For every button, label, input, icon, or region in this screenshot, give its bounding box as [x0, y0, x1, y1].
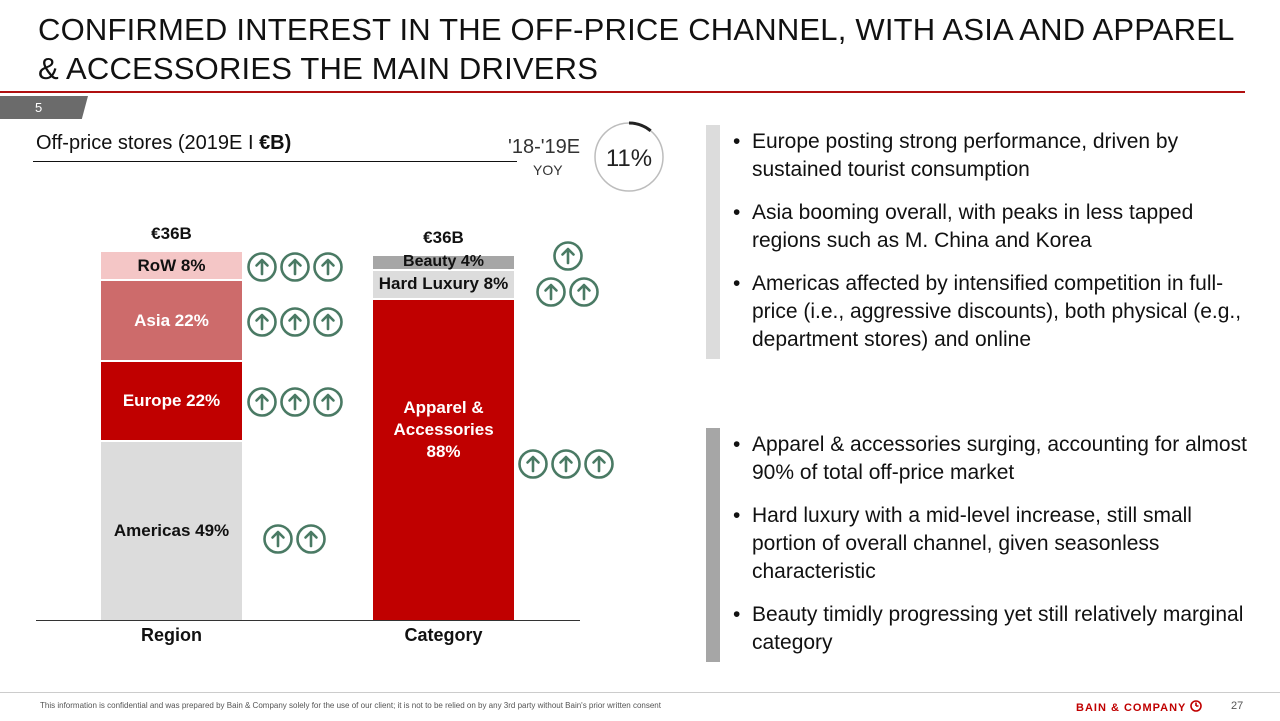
x-axis-category-label: Region — [141, 625, 202, 645]
growth-arrow-icon — [247, 306, 277, 337]
growth-arrow-icon — [247, 386, 277, 417]
growth-arrow-icon — [569, 277, 599, 307]
title-divider — [0, 91, 1245, 93]
category-insight-bullet: Apparel & accessories surging, accountin… — [733, 431, 1253, 487]
segment-label: Asia 22% — [134, 310, 209, 330]
region-insight-bullet: Asia booming overall, with peaks in less… — [733, 199, 1253, 255]
growth-arrow-icon — [313, 306, 343, 337]
growth-arrow-icon — [313, 386, 343, 417]
region-insights-list: Europe posting strong performance, drive… — [733, 128, 1253, 369]
brand-mark-icon — [1190, 700, 1203, 712]
segment-label: Americas 49% — [113, 520, 230, 540]
yoy-period-label: '18-'19E — [508, 136, 581, 158]
chart-title-text: Off-price stores (2019E I — [36, 132, 260, 154]
segment-label: RoW 8% — [137, 255, 206, 275]
slide-title: CONFIRMED INTEREST IN THE OFF-PRICE CHAN… — [38, 12, 1234, 86]
yoy-growth-gauge: 11% — [594, 121, 664, 192]
callout-bar-category — [706, 428, 720, 662]
brand-logo: BAIN & COMPANY — [1076, 700, 1203, 714]
section-tab: 5 — [0, 96, 88, 119]
page-number: 27 — [1231, 700, 1244, 712]
chart-title-underline — [33, 161, 517, 162]
bar-segment-row: RoW 8% — [101, 252, 242, 282]
segment-label: Hard Luxury 8% — [378, 274, 509, 294]
growth-arrow-icon — [584, 449, 614, 479]
growth-arrow-icon — [536, 277, 566, 307]
segment-label: Europe 22% — [122, 390, 221, 410]
growth-arrow-icon — [551, 449, 581, 479]
bar-segment-europe: Europe 22% — [101, 361, 242, 442]
confidentiality-disclaimer: This information is confidential and was… — [40, 701, 661, 710]
growth-arrow-icon — [263, 524, 293, 554]
yoy-sub-label: YOY — [533, 162, 563, 178]
growth-arrow-icon — [247, 252, 277, 282]
bar-segment-hard-luxury: Hard Luxury 8% — [373, 270, 514, 300]
growth-arrow-icon — [313, 252, 343, 282]
segment-label: Apparel & Accessories 88% — [393, 397, 494, 461]
region-insight-bullet: Europe posting strong performance, drive… — [733, 128, 1253, 184]
category-insight-bullet: Hard luxury with a mid-level increase, s… — [733, 502, 1253, 586]
growth-arrow-icon — [280, 386, 310, 417]
brand-name: BAIN & COMPANY — [1076, 702, 1187, 714]
growth-arrow-icon — [553, 241, 583, 271]
yoy-value: 11% — [606, 145, 652, 172]
footer-divider — [0, 692, 1280, 693]
segment-label: Beauty 4% — [403, 253, 484, 271]
callout-bar-region — [706, 125, 720, 359]
bar-segment-americas: Americas 49% — [101, 441, 242, 620]
section-number: 5 — [35, 100, 43, 115]
bar-total-label: €36B — [423, 228, 464, 247]
category-insight-bullet: Beauty timidly progressing yet still rel… — [733, 601, 1253, 657]
growth-arrow-icon — [280, 252, 310, 282]
chart-title: Off-price stores (2019E I €B) — [36, 132, 291, 155]
x-axis-category-label: Category — [404, 625, 483, 645]
category-insights-list: Apparel & accessories surging, accountin… — [733, 431, 1253, 672]
growth-arrow-icon — [518, 449, 548, 479]
gauge-progress-arc — [628, 121, 652, 133]
bar-segment-apparel-accessories: Apparel & Accessories 88% — [373, 299, 514, 620]
growth-arrow-icon — [280, 306, 310, 337]
region-insight-bullet: Americas affected by intensified competi… — [733, 270, 1253, 354]
bar-segment-beauty: Beauty 4% — [373, 253, 514, 271]
x-axis-line — [36, 620, 580, 621]
bar-segment-asia: Asia 22% — [101, 281, 242, 362]
growth-arrow-icon — [296, 524, 326, 554]
bar-total-label: €36B — [151, 224, 192, 244]
chart-title-unit: €B) — [259, 132, 292, 154]
